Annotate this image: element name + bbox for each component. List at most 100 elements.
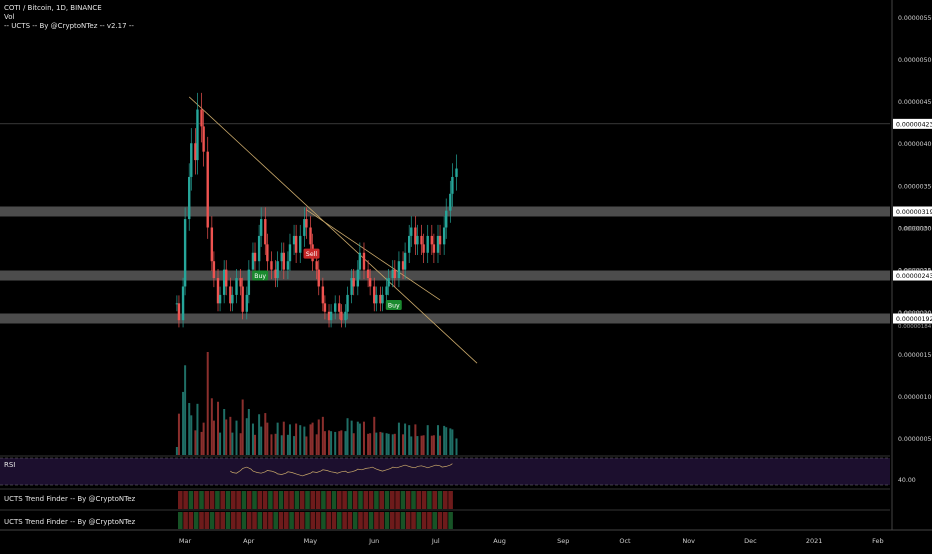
- trend-bar-1: [284, 491, 289, 509]
- trend-bar-2: [437, 512, 443, 529]
- volume-bar: [241, 399, 244, 455]
- price-tag-box: [893, 206, 932, 217]
- trend-bar-1: [193, 491, 199, 509]
- candle-body: [375, 294, 378, 304]
- trend-bar-1: [294, 491, 300, 509]
- candle-body: [299, 235, 302, 253]
- candle-body: [317, 269, 320, 287]
- trend-bar-1: [390, 491, 395, 509]
- trend-bar-2: [278, 512, 284, 529]
- trend-bar-1: [231, 491, 236, 509]
- x-tick-label: Aug: [493, 537, 506, 545]
- trend-bar-1: [352, 491, 358, 509]
- trend-bar-1: [305, 491, 310, 509]
- volume-bar: [393, 433, 396, 455]
- trend-bar-2: [225, 512, 231, 529]
- trend-bar-2: [337, 512, 342, 529]
- candle-body: [286, 261, 290, 270]
- candle-body: [451, 176, 454, 194]
- volume-bar: [387, 433, 390, 455]
- price-tag-box: [893, 270, 932, 281]
- trend-bar-2: [416, 512, 422, 529]
- signal-badge: [385, 300, 402, 311]
- volume-bar: [334, 431, 337, 455]
- trend-bar-2: [220, 512, 225, 529]
- y-tick-label: 0.00000500: [898, 57, 932, 64]
- trend-bar-2: [379, 512, 384, 529]
- trend-bar-2: [188, 512, 194, 529]
- candle-body: [288, 244, 292, 262]
- trend-bar-2: [236, 512, 241, 529]
- trend-finder-label-2[interactable]: UCTS Trend Finder -- By @CryptoNTez: [4, 518, 136, 526]
- trend-bar-2: [390, 512, 395, 529]
- trend-bar-2: [310, 512, 316, 529]
- trend-bar-2: [215, 512, 220, 529]
- candle-body: [212, 261, 216, 279]
- candle-body: [241, 286, 244, 312]
- trend-finder-label-1[interactable]: UCTS Trend Finder -- By @CryptoNTez: [4, 495, 136, 503]
- volume-bar: [375, 432, 378, 455]
- candle-body: [245, 294, 248, 312]
- candle-body: [235, 278, 238, 295]
- trend-bar-1: [443, 491, 448, 509]
- volume-bar: [321, 416, 324, 455]
- volume-bar: [416, 436, 419, 455]
- trend-bar-1: [246, 491, 252, 509]
- trend-bar-2: [374, 512, 379, 529]
- volume-label[interactable]: Vol: [4, 13, 15, 21]
- indicator-label[interactable]: -- UCTS -- By @CryptoNTez -- v2.17 --: [4, 22, 134, 30]
- trend-bar-1: [273, 491, 278, 509]
- volume-bar: [212, 420, 215, 455]
- trend-bar-1: [421, 491, 427, 509]
- volume-bar: [196, 403, 199, 455]
- trend-bar-2: [273, 512, 278, 529]
- x-tick-label: May: [304, 537, 318, 545]
- volume-bar: [206, 352, 209, 455]
- candle-body: [225, 269, 228, 287]
- candle-body: [280, 252, 283, 262]
- x-tick-label: Feb: [872, 537, 884, 545]
- trend-bar-1: [215, 491, 220, 509]
- rsi-label[interactable]: RSI: [4, 461, 16, 469]
- trend-bar-2: [342, 512, 347, 529]
- x-tick-label: Nov: [682, 537, 695, 545]
- trend-bar-1: [310, 491, 316, 509]
- trend-bar-1: [432, 491, 437, 509]
- candle-body: [259, 219, 263, 236]
- trend-bar-2: [183, 512, 188, 529]
- sr-zone: [0, 206, 890, 217]
- candle-body: [368, 278, 372, 287]
- candle-body: [346, 294, 349, 312]
- trend-bar-2: [241, 512, 247, 529]
- trend-bar-1: [363, 491, 369, 509]
- x-tick-label: Oct: [619, 537, 631, 545]
- y-tick-label: 0.00000300: [898, 226, 932, 233]
- candle-body: [218, 294, 222, 304]
- volume-bar: [323, 431, 326, 455]
- volume-bar: [385, 433, 388, 455]
- candle-body: [329, 311, 333, 321]
- volume-bar: [422, 435, 425, 455]
- x-tick-label: Apr: [243, 537, 255, 545]
- trend-bar-2: [262, 512, 268, 529]
- candle-body: [309, 227, 312, 245]
- candle-body: [333, 303, 337, 312]
- candle-body: [381, 294, 384, 304]
- price-tag-box: [893, 118, 932, 129]
- candle-body: [352, 278, 355, 287]
- volume-bar: [303, 426, 306, 455]
- candle-body: [270, 261, 273, 270]
- trend-bar-1: [262, 491, 268, 509]
- volume-bar: [264, 413, 267, 455]
- trend-bar-2: [204, 512, 210, 529]
- symbol-title[interactable]: COTI / Bitcoin, 1D, BINANCE: [4, 4, 102, 12]
- volume-bar: [217, 401, 220, 455]
- volume-bar: [430, 435, 433, 455]
- volume-bar: [328, 430, 331, 455]
- volume-bar: [367, 433, 370, 455]
- price-tag-label: 0.00000192: [896, 316, 932, 323]
- trend-bar-2: [305, 512, 310, 529]
- trend-bar-1: [252, 491, 257, 509]
- sr-zone: [0, 270, 890, 281]
